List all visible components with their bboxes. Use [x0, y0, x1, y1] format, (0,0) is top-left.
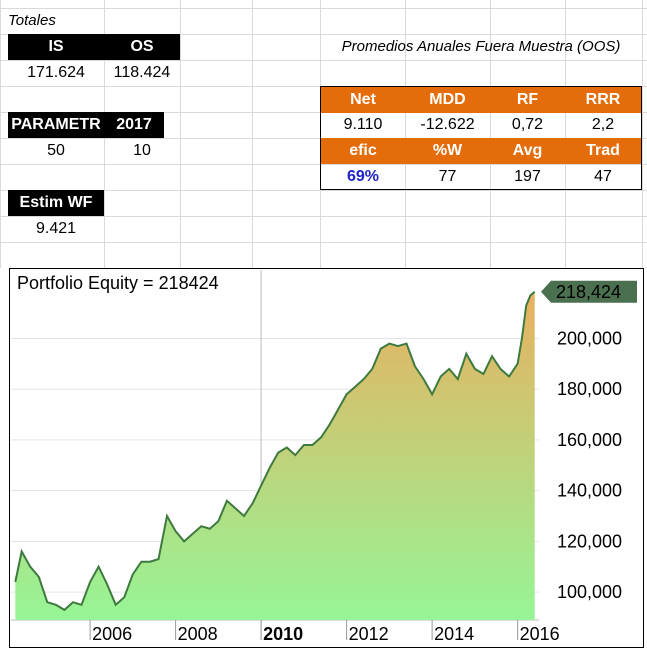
gridline	[490, 0, 491, 268]
x-tick-label: 2010	[263, 624, 303, 644]
last-value-label: 218,424	[556, 282, 621, 302]
net-value: 9.110	[343, 116, 383, 133]
gridline	[0, 216, 647, 217]
x-tick-label: 2014	[434, 624, 474, 644]
totales-label: Totales	[8, 12, 56, 29]
gridline	[405, 0, 406, 268]
rrr-value: 2,2	[591, 116, 615, 133]
x-tick-label: 2006	[92, 624, 132, 644]
x-tick-label: 2012	[349, 624, 389, 644]
gridline	[565, 0, 566, 268]
pct-w-header: %W	[405, 138, 490, 164]
chart-title: Portfolio Equity = 218424	[17, 273, 219, 293]
gridline	[0, 242, 647, 243]
equity-area	[15, 291, 535, 620]
gridline	[0, 8, 647, 9]
rf-value: 0,72	[511, 116, 544, 133]
y-tick-label: 180,000	[557, 379, 622, 399]
year-header: 2017	[104, 112, 164, 138]
gridline	[0, 60, 647, 61]
y-tick-label: 100,000	[557, 582, 622, 602]
is-value: 171.624	[27, 64, 85, 81]
equity-chart: 100,000 120,000 140,000 160,000 180,000 200,0…	[9, 268, 644, 648]
is-header: IS	[8, 34, 104, 60]
y-tick-label: 160,000	[557, 430, 622, 450]
estim-wf-header: Estim WF	[8, 190, 104, 216]
x-tick-label: 2016	[520, 624, 560, 644]
trad-header: Trad	[565, 138, 641, 164]
oos-title: Promedios Anuales Fuera Muestra (OOS)	[341, 38, 621, 55]
pct-w-value: 77	[438, 168, 457, 185]
parametr-value: 50	[47, 142, 65, 159]
gridline	[0, 164, 647, 165]
efic-value: 69%	[346, 168, 380, 185]
os-header: OS	[104, 34, 180, 60]
mdd-header: MDD	[405, 87, 490, 113]
avg-header: Avg	[490, 138, 565, 164]
rrr-header: RRR	[565, 87, 641, 113]
efic-header: efic	[321, 138, 405, 164]
net-header: Net	[321, 87, 405, 113]
year-value: 10	[133, 142, 151, 159]
equity-line	[14, 291, 536, 612]
rf-header: RF	[490, 87, 565, 113]
y-tick-label: 120,000	[557, 531, 622, 551]
y-tick-label: 200,000	[557, 328, 622, 348]
last-value-tag	[541, 280, 637, 303]
gridline	[0, 190, 647, 191]
trad-value: 47	[594, 168, 612, 185]
avg-value: 197	[514, 168, 541, 185]
x-tick-label: 2008	[178, 624, 218, 644]
estim-wf-value: 9.421	[35, 220, 77, 237]
gridline	[642, 0, 643, 268]
spreadsheet: Totales IS OS 171.624 118.424 PARAMETR 2…	[0, 0, 647, 268]
equity-chart-svg: 100,000 120,000 140,000 160,000 180,000 200,0…	[9, 268, 644, 648]
parametr-header: PARAMETR	[8, 112, 104, 138]
gridline	[0, 34, 647, 35]
gridline	[180, 0, 181, 268]
mdd-value: -12.622	[420, 116, 475, 133]
oos-table-border	[320, 86, 642, 190]
gridline	[252, 0, 253, 268]
gridline	[0, 0, 1, 268]
os-value: 118.424	[113, 64, 171, 81]
y-tick-label: 140,000	[557, 481, 622, 501]
